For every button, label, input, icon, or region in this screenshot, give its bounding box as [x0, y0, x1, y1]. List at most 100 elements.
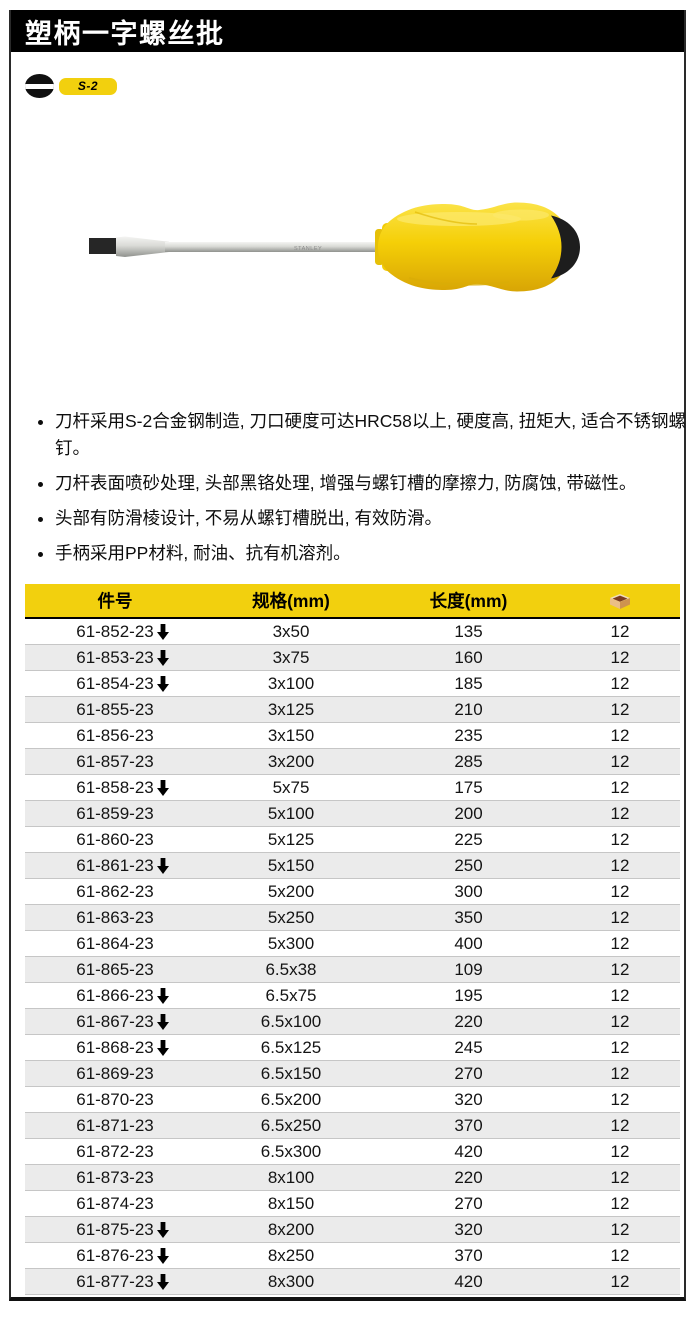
pack-qty-cell: 12: [560, 748, 680, 775]
spec-cell: 6.5x75: [205, 982, 377, 1009]
title-bar: 塑柄一字螺丝批: [11, 10, 684, 52]
table-row: 61-871-23 6.5x250 370 12: [25, 1112, 680, 1139]
pack-qty-cell: 12: [560, 774, 680, 801]
spec-cell: 6.5x100: [205, 1008, 377, 1035]
spec-cell: 5x300: [205, 930, 377, 957]
pack-qty-cell: 12: [560, 670, 680, 697]
table-row: 61-873-23 8x100 220 12: [25, 1164, 680, 1191]
part-number-cell: 61-873-23: [25, 1164, 205, 1191]
spec-cell: 6.5x125: [205, 1034, 377, 1061]
table-row: 61-863-23 5x250 350 12: [25, 904, 680, 931]
down-arrow-icon: [157, 1274, 169, 1290]
spec-cell: 6.5x300: [205, 1138, 377, 1165]
spec-cell: 3x150: [205, 722, 377, 749]
part-number-cell: 61-859-23: [25, 800, 205, 827]
down-arrow-icon: [157, 1222, 169, 1238]
pack-qty-cell: 12: [560, 1138, 680, 1165]
feature-item: 手柄采用PP材料, 耐油、抗有机溶剂。: [55, 540, 697, 567]
shaft: [165, 242, 381, 252]
table-row: 61-855-23 3x125 210 12: [25, 696, 680, 723]
table-row: 61-852-23 3x50 135 12: [25, 618, 680, 645]
spec-cell: 8x100: [205, 1164, 377, 1191]
pack-qty-cell: 12: [560, 878, 680, 905]
length-cell: 210: [377, 696, 560, 723]
package-box-icon: [610, 594, 630, 610]
spec-cell: 6.5x150: [205, 1060, 377, 1087]
length-cell: 320: [377, 1086, 560, 1113]
spec-cell: 5x200: [205, 878, 377, 905]
table-row: 61-856-23 3x150 235 12: [25, 722, 680, 749]
pack-qty-cell: 12: [560, 1242, 680, 1269]
table-row: 61-866-23 6.5x75 195 12: [25, 982, 680, 1009]
brand-marking: STANLEY: [294, 246, 322, 252]
pack-qty-cell: 12: [560, 1008, 680, 1035]
pack-qty-cell: 12: [560, 1190, 680, 1217]
down-arrow-icon: [157, 988, 169, 1004]
spec-cell: 5x125: [205, 826, 377, 853]
part-number-cell: 61-862-23: [25, 878, 205, 905]
length-cell: 245: [377, 1034, 560, 1061]
pack-qty-cell: 12: [560, 618, 680, 645]
down-arrow-icon: [157, 624, 169, 640]
steel-grade-label: S-2: [77, 79, 99, 93]
slotted-tip-icon: [25, 74, 54, 98]
length-cell: 370: [377, 1112, 560, 1139]
feature-list: 刀杆采用S-2合金钢制造, 刀口硬度可达HRC58以上, 硬度高, 扭矩大, 适…: [29, 408, 697, 575]
table-row: 61-877-23 8x300 420 12: [25, 1268, 680, 1295]
length-cell: 270: [377, 1190, 560, 1217]
table-row: 61-854-23 3x100 185 12: [25, 670, 680, 697]
table-row: 61-861-23 5x150 250 12: [25, 852, 680, 879]
part-number-cell: 61-852-23: [25, 618, 205, 645]
table-row: 61-860-23 5x125 225 12: [25, 826, 680, 853]
table-row: 61-858-23 5x75 175 12: [25, 774, 680, 801]
spec-cell: 6.5x250: [205, 1112, 377, 1139]
part-number-cell: 61-854-23: [25, 670, 205, 697]
spec-cell: 6.5x38: [205, 956, 377, 983]
length-cell: 235: [377, 722, 560, 749]
spec-cell: 8x250: [205, 1242, 377, 1269]
table-row: 61-875-23 8x200 320 12: [25, 1216, 680, 1243]
table-body: 61-852-23 3x50 135 12 61-853-23 3x75 160…: [25, 618, 680, 1295]
part-number-cell: 61-861-23: [25, 852, 205, 879]
down-arrow-icon: [157, 858, 169, 874]
spec-cell: 5x75: [205, 774, 377, 801]
length-cell: 250: [377, 852, 560, 879]
part-number-cell: 61-853-23: [25, 644, 205, 671]
length-cell: 300: [377, 878, 560, 905]
table-row: 61-876-23 8x250 370 12: [25, 1242, 680, 1269]
product-image-screwdriver: STANLEY: [89, 202, 580, 292]
pack-qty-cell: 12: [560, 800, 680, 827]
length-cell: 135: [377, 618, 560, 645]
part-number-cell: 61-868-23: [25, 1034, 205, 1061]
table-row: 61-874-23 8x150 270 12: [25, 1190, 680, 1217]
length-cell: 285: [377, 748, 560, 775]
pack-qty-cell: 12: [560, 930, 680, 957]
part-number-cell: 61-856-23: [25, 722, 205, 749]
table-row: 61-857-23 3x200 285 12: [25, 748, 680, 775]
table-header-row: 件号 规格(mm) 长度(mm): [25, 584, 680, 619]
blade-flat: [116, 236, 169, 257]
length-cell: 225: [377, 826, 560, 853]
down-arrow-icon: [157, 780, 169, 796]
table-row: 61-862-23 5x200 300 12: [25, 878, 680, 905]
spec-cell: 3x100: [205, 670, 377, 697]
length-cell: 350: [377, 904, 560, 931]
table-row: 61-870-23 6.5x200 320 12: [25, 1086, 680, 1113]
part-number-cell: 61-866-23: [25, 982, 205, 1009]
part-number-cell: 61-870-23: [25, 1086, 205, 1113]
length-cell: 175: [377, 774, 560, 801]
table-row: 61-868-23 6.5x125 245 12: [25, 1034, 680, 1061]
table-row: 61-864-23 5x300 400 12: [25, 930, 680, 957]
table-row: 61-853-23 3x75 160 12: [25, 644, 680, 671]
part-number-cell: 61-863-23: [25, 904, 205, 931]
col-header-length: 长度(mm): [377, 584, 560, 619]
spec-cell: 5x250: [205, 904, 377, 931]
feature-item: 刀杆采用S-2合金钢制造, 刀口硬度可达HRC58以上, 硬度高, 扭矩大, 适…: [55, 408, 697, 462]
part-number-cell: 61-877-23: [25, 1268, 205, 1295]
length-cell: 420: [377, 1138, 560, 1165]
pack-qty-cell: 12: [560, 722, 680, 749]
spec-cell: 3x75: [205, 644, 377, 671]
pack-qty-cell: 12: [560, 644, 680, 671]
pack-qty-cell: 12: [560, 826, 680, 853]
part-number-cell: 61-869-23: [25, 1060, 205, 1087]
